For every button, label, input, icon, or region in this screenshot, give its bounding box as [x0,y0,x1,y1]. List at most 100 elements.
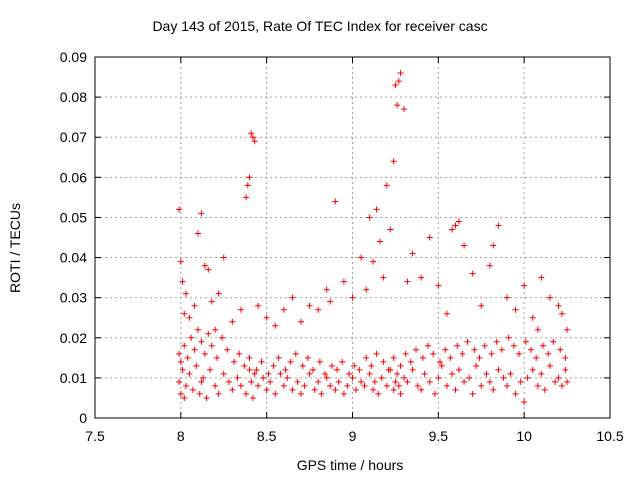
data-point [215,390,222,397]
data-point [493,338,500,345]
data-point [289,294,296,301]
data-point [246,366,253,373]
data-point [179,366,186,373]
data-point [407,358,414,365]
data-point [419,354,426,361]
data-point [249,134,256,141]
data-point [394,370,401,377]
data-point [466,374,473,381]
data-point [533,354,540,361]
data-point [361,382,368,389]
data-point [383,382,390,389]
x-tick-label: 9 [349,428,357,444]
data-point [394,102,401,109]
data-point [327,382,334,389]
data-point [512,306,519,313]
data-point [437,358,444,365]
data-point [564,326,571,333]
data-point [552,378,559,385]
data-point [421,370,428,377]
data-point [534,382,541,389]
data-point [481,342,488,349]
data-point [184,354,191,361]
y-tick-label: 0.06 [60,169,87,185]
x-tick-label: 10.5 [596,428,623,444]
data-point [292,350,299,357]
data-points [176,70,571,405]
data-point [181,394,188,401]
data-point [356,366,363,373]
data-point [464,338,471,345]
data-point [340,390,347,397]
data-point [327,298,334,305]
grid-lines [95,57,610,418]
data-point [455,218,462,225]
data-point [287,358,294,365]
data-point [181,342,188,349]
data-point [334,366,341,373]
data-point [529,366,536,373]
data-point [380,358,387,365]
data-point [208,298,215,305]
y-tick-label: 0.07 [60,129,87,145]
data-point [504,382,510,389]
data-point [370,386,377,393]
data-point [275,354,282,361]
data-point [249,394,256,401]
data-point [220,254,227,261]
data-point [418,274,425,281]
data-point [176,206,183,213]
data-point [200,374,207,381]
y-tick-label: 0 [79,410,87,426]
x-axis-label: GPS time / hours [296,457,404,473]
data-point [225,378,232,385]
data-point [244,182,251,189]
data-point [220,370,227,377]
data-point [270,362,277,369]
data-point [418,386,425,393]
x-tick-label: 8 [177,428,185,444]
data-point [229,318,236,325]
data-point [205,330,212,337]
data-point [409,250,416,257]
data-point [349,374,356,381]
data-point [473,362,480,369]
data-point [315,378,322,385]
data-point [366,370,373,377]
data-point [524,374,531,381]
data-point [390,386,397,393]
data-point [387,226,394,233]
data-point [534,326,541,333]
data-point [397,362,404,369]
chart-title: Day 143 of 2015, Rate Of TEC Index for r… [152,18,488,34]
data-point [461,378,468,385]
data-point [323,374,330,381]
data-point [258,358,265,365]
data-point [177,358,184,365]
data-point [558,382,565,389]
y-tick-label: 0.05 [60,209,87,225]
data-point [299,362,306,369]
data-point [409,366,416,373]
data-point [512,390,519,397]
data-point [231,358,238,365]
data-point [363,354,370,361]
data-point [251,370,258,377]
y-tick-label: 0.02 [60,330,87,346]
data-point [176,350,183,357]
data-point [263,314,270,321]
data-point [490,242,497,249]
data-point [401,106,407,113]
data-point [449,370,456,377]
data-point [358,254,365,261]
data-point [246,354,253,361]
data-point [316,358,323,365]
data-point [212,326,219,333]
data-point [267,378,274,385]
data-point [390,354,397,361]
data-point [483,370,490,377]
data-point [401,374,407,381]
data-point [498,346,505,353]
data-point [459,350,466,357]
y-tick-label: 0.01 [60,370,87,386]
